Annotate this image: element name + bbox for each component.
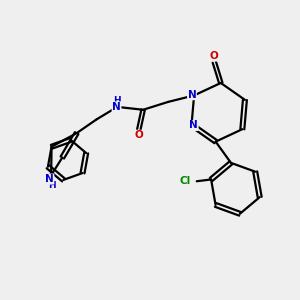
Text: H: H bbox=[48, 181, 56, 190]
Text: N: N bbox=[188, 90, 196, 100]
Text: H: H bbox=[113, 96, 120, 105]
Text: Cl: Cl bbox=[179, 176, 191, 186]
Text: N: N bbox=[112, 102, 121, 112]
Text: O: O bbox=[210, 51, 219, 61]
Text: N: N bbox=[189, 121, 198, 130]
Text: O: O bbox=[134, 130, 143, 140]
Text: N: N bbox=[45, 174, 54, 184]
